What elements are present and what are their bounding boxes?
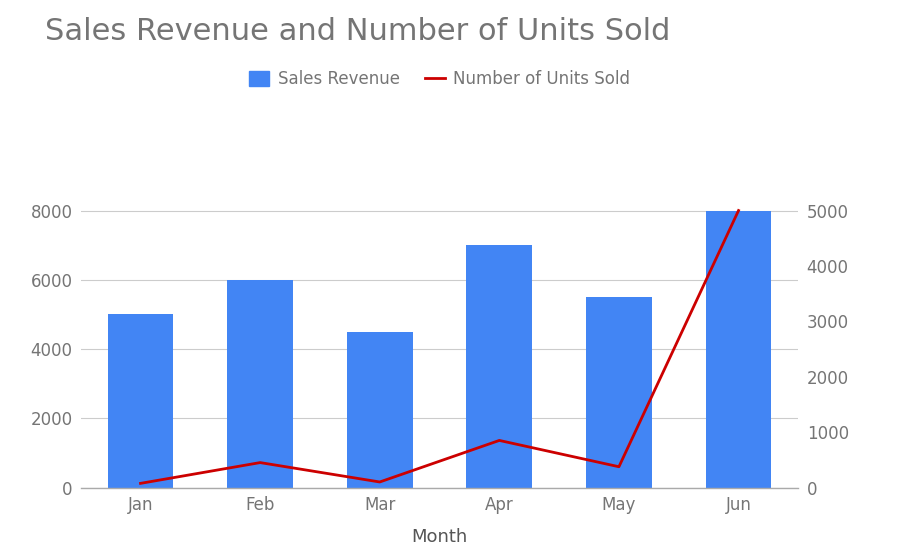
Bar (347, 332, 413, 488)
Text: Sales Revenue and Number of Units Sold: Sales Revenue and Number of Units Sold (45, 17, 670, 45)
Bar (108, 314, 173, 488)
Bar (586, 297, 652, 488)
Bar (466, 245, 532, 488)
Bar (227, 280, 293, 488)
Bar (706, 211, 771, 488)
Legend: Sales Revenue, Number of Units Sold: Sales Revenue, Number of Units Sold (242, 64, 637, 95)
X-axis label: Month: Month (412, 528, 467, 546)
